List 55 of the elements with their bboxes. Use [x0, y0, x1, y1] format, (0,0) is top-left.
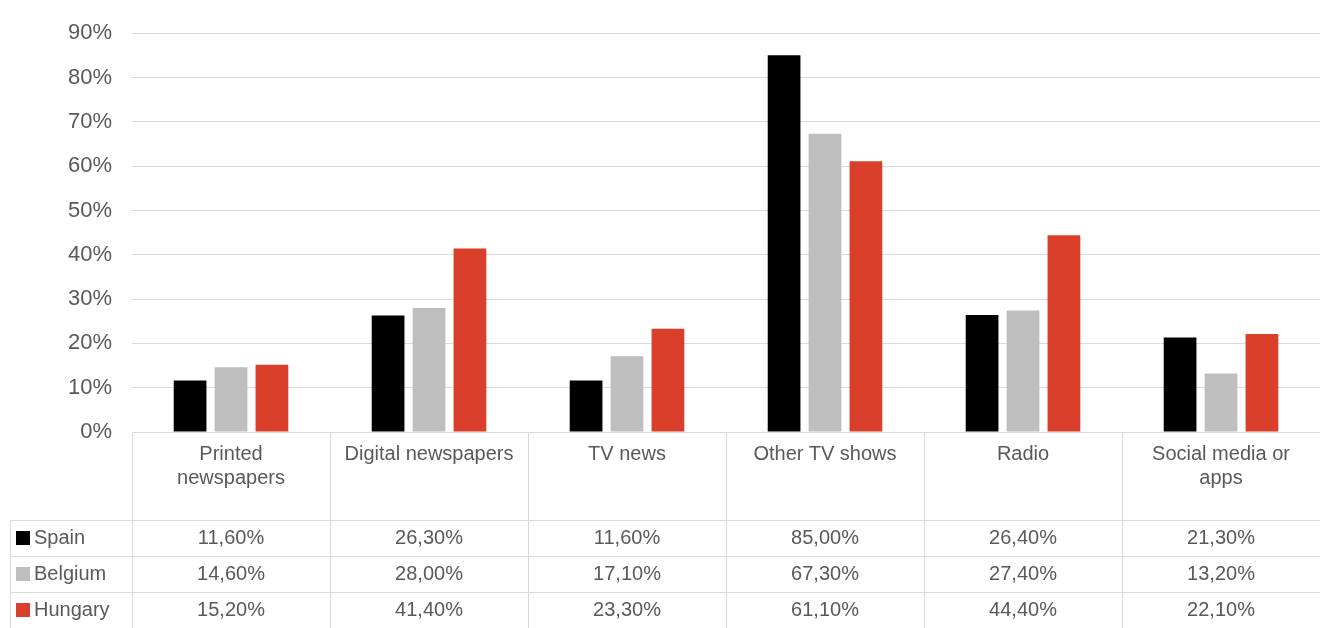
bar [1245, 334, 1279, 432]
data-label: 44,40% [989, 597, 1058, 620]
bar [610, 356, 644, 432]
x-tick-label: TV news [588, 441, 666, 464]
data-label: 11,60% [197, 525, 265, 548]
bar [767, 55, 801, 432]
data-label: 28,00% [395, 561, 464, 584]
data-label: 85,00% [791, 525, 860, 548]
data-label: 26,30% [395, 525, 464, 548]
y-tick-label: 40% [67, 240, 112, 266]
y-tick-label: 90% [67, 19, 112, 45]
y-tick-label: 70% [67, 107, 112, 133]
y-tick-label: 60% [67, 152, 112, 178]
legend-label: Hungary [34, 597, 110, 620]
bar [371, 315, 405, 432]
bar [965, 315, 999, 432]
legend-label: Spain [34, 525, 86, 548]
bar [651, 328, 685, 432]
bar [255, 364, 289, 432]
data-label: 11,60% [593, 525, 661, 548]
bar [173, 380, 207, 432]
x-tick-label: Radio [996, 441, 1050, 464]
y-tick-label: 10% [67, 373, 112, 399]
x-tick-label: Social media or apps [1152, 441, 1291, 488]
bar [569, 380, 603, 432]
bar [1204, 373, 1238, 432]
bar [1006, 310, 1040, 432]
data-label: 67,30% [791, 561, 860, 584]
legend-label: Belgium [34, 561, 107, 584]
bar [808, 133, 842, 432]
data-label: 21,30% [1187, 525, 1256, 548]
data-label: 14,60% [197, 561, 266, 584]
bar [214, 367, 248, 432]
data-label: 23,30% [593, 597, 662, 620]
x-tick-label: Printed newspapers [177, 441, 285, 488]
data-label: 61,10% [791, 597, 860, 620]
y-tick-label: 80% [67, 63, 112, 89]
bar [1047, 235, 1081, 432]
y-tick-label: 50% [67, 196, 112, 222]
y-tick-label: 0% [80, 418, 112, 444]
bar [412, 307, 446, 432]
bar [1163, 337, 1197, 432]
data-label: 22,10% [1187, 597, 1256, 620]
data-label: 41,40% [395, 597, 464, 620]
x-tick-label: Digital newspapers [344, 441, 514, 464]
y-tick-label: 30% [67, 285, 112, 311]
data-label: 13,20% [1187, 561, 1256, 584]
data-label: 15,20% [197, 597, 266, 620]
y-tick-label: 20% [67, 329, 112, 355]
bar [849, 161, 883, 432]
x-tick-label: Other TV shows [753, 441, 897, 464]
data-label: 17,10% [593, 561, 662, 584]
bar [453, 248, 487, 432]
data-label: 27,40% [989, 561, 1058, 584]
data-label: 26,40% [989, 525, 1058, 548]
